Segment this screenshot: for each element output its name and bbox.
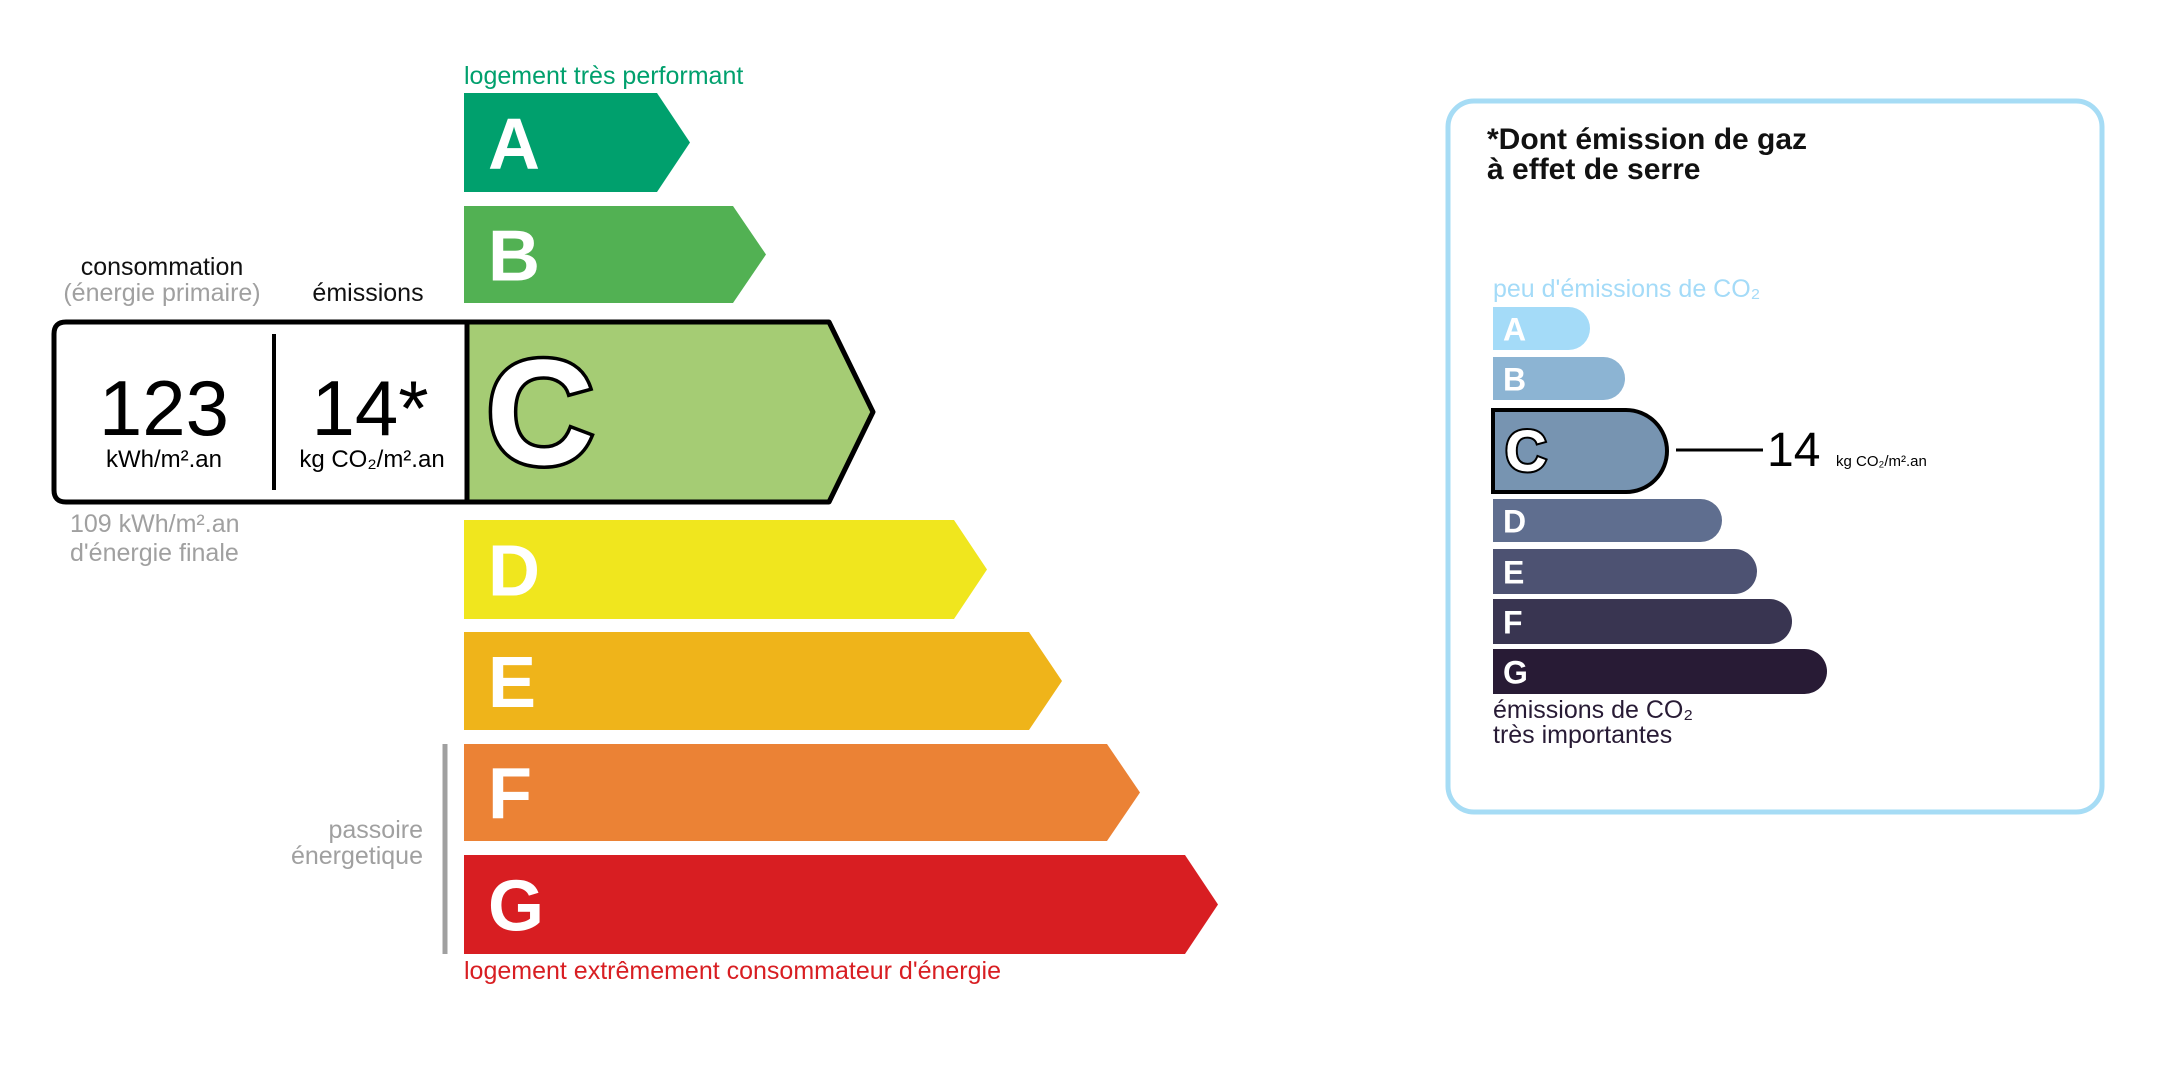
ges-class-e: E	[1493, 549, 1757, 594]
ges-value: 14	[1767, 424, 1820, 477]
energy-bar	[464, 744, 1140, 841]
emissions-label: émissions	[312, 279, 423, 307]
top-label: logement très performant	[464, 62, 743, 90]
ges-title-2: à effet de serre	[1487, 153, 1700, 186]
ges-title-1: *Dont émission de gaz	[1487, 123, 1807, 156]
emissions-value: 14*	[311, 364, 428, 452]
energy-class-d: D	[464, 520, 987, 619]
energy-class-letter: E	[488, 643, 536, 723]
ges-bar	[1493, 499, 1722, 542]
emissions-unit: kg CO₂/m².an	[299, 446, 444, 473]
value-box-outline	[51, 319, 470, 505]
consumption-value: 123	[99, 364, 229, 452]
ges-bottom-label-2: très importantes	[1493, 721, 1672, 749]
ges-bar	[1493, 549, 1757, 594]
bottom-label: logement extrêmement consommateur d'éner…	[464, 957, 1001, 985]
ges-bar	[1493, 307, 1590, 350]
ges-top-label: peu d'émissions de CO₂	[1493, 275, 1760, 303]
energy-class-f: F	[464, 744, 1140, 841]
energy-class-b: B	[464, 206, 766, 303]
consumption-sub-label: (énergie primaire)	[63, 279, 260, 307]
ges-class-letter: B	[1503, 362, 1526, 398]
ges-class-letter: G	[1503, 655, 1528, 691]
ges-class-g: G	[1493, 649, 1828, 694]
energy-class-letter: F	[488, 755, 532, 835]
ges-class-letter: C	[1505, 419, 1547, 484]
ges-class-letter: A	[1503, 312, 1526, 348]
energy-class-letter: C	[486, 328, 594, 496]
energy-class-e: E	[464, 632, 1062, 730]
energy-class-c: C	[461, 319, 876, 505]
passoire-label-2: énergetique	[291, 842, 423, 870]
energy-class-letter: D	[488, 532, 540, 612]
energy-bar	[464, 520, 987, 619]
current-value-box: 123 kWh/m².an 14* kg CO₂/m².an	[51, 319, 470, 505]
ges-bar	[1491, 408, 1669, 494]
ges-bar	[1493, 599, 1793, 644]
consumption-label: consommation	[81, 253, 244, 281]
ges-bottom-label-1: émissions de CO₂	[1493, 696, 1693, 724]
energy-class-letter: B	[488, 217, 540, 297]
energy-class-letter: A	[488, 105, 540, 185]
ges-unit: kg CO₂/m².an	[1836, 453, 1927, 470]
energy-bar	[464, 855, 1218, 954]
passoire-label-1: passoire	[329, 816, 424, 844]
ges-bar	[1493, 649, 1828, 694]
energy-bar	[464, 206, 766, 303]
ges-class-b: B	[1493, 357, 1625, 400]
energy-bar	[464, 632, 1062, 730]
ges-class-f: F	[1493, 599, 1793, 644]
energy-bar	[464, 93, 690, 192]
ges-bar	[1493, 357, 1625, 400]
ges-class-letter: D	[1503, 504, 1526, 540]
final-energy-value: 109 kWh/m².an	[70, 510, 240, 538]
ges-class-letter: F	[1503, 605, 1523, 641]
ges-class-a: A	[1493, 307, 1590, 350]
energy-class-g: G	[464, 855, 1218, 954]
energy-class-a: A	[464, 93, 690, 192]
energy-class-letter: G	[488, 867, 544, 947]
ges-class-d: D	[1493, 499, 1722, 542]
final-energy-label: d'énergie finale	[70, 539, 239, 567]
ges-class-letter: E	[1503, 555, 1524, 591]
ges-class-c: C	[1491, 408, 1669, 494]
consumption-unit: kWh/m².an	[106, 446, 222, 473]
